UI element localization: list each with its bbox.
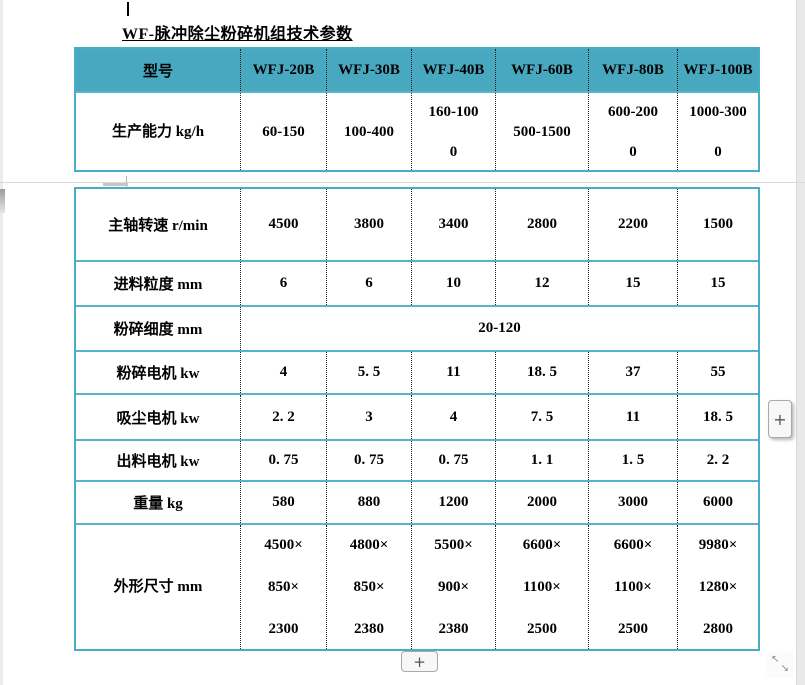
header-cell-wfj40b[interactable]: WFJ-40B bbox=[411, 49, 495, 91]
row-label-fineness[interactable]: 粉碎细度 mm bbox=[113, 322, 203, 338]
dust-motor-value[interactable]: 2. 2 bbox=[240, 395, 326, 439]
table-row-spindle-speed: 主轴转速 r/min 4500 3800 3400 2800 2200 1500 bbox=[76, 189, 758, 260]
row-label-dust-motor[interactable]: 吸尘电机 kw bbox=[116, 410, 200, 427]
row-label-feed-size[interactable]: 进料粒度 mm bbox=[113, 277, 203, 293]
row-label-crushing-motor[interactable]: 粉碎电机 kw bbox=[116, 366, 200, 382]
dimensions-value[interactable]: 4800× 850× 2380 bbox=[326, 525, 411, 649]
header-cell-wfj60b[interactable]: WFJ-60B bbox=[495, 49, 588, 91]
fineness-merged-value[interactable]: 20-120 bbox=[240, 307, 758, 350]
table-row-weight: 重量 kg 580 880 1200 2000 3000 6000 bbox=[76, 480, 758, 523]
weight-value[interactable]: 2000 bbox=[495, 482, 588, 523]
table-row-fineness: 粉碎细度 mm 20-120 bbox=[76, 305, 758, 350]
feed-size-value[interactable]: 15 bbox=[588, 262, 677, 305]
discharge-motor-value[interactable]: 1. 1 bbox=[495, 441, 588, 480]
capacity-value[interactable]: 100-400 bbox=[326, 93, 411, 170]
dust-motor-value[interactable]: 4 bbox=[411, 395, 495, 439]
discharge-motor-value[interactable]: 0. 75 bbox=[411, 441, 495, 480]
page-title: WF-脉冲除尘粉碎机组技术参数 bbox=[122, 26, 353, 43]
discharge-motor-value[interactable]: 1. 5 bbox=[588, 441, 677, 480]
table-row-feed-size: 进料粒度 mm 6 6 10 12 15 15 bbox=[76, 260, 758, 305]
capacity-value[interactable]: 1000-300 0 bbox=[677, 93, 758, 170]
crushing-motor-value[interactable]: 18. 5 bbox=[495, 352, 588, 393]
crushing-motor-value[interactable]: 4 bbox=[240, 352, 326, 393]
dimensions-value[interactable]: 5500× 900× 2380 bbox=[411, 525, 495, 649]
left-edge-shadow bbox=[0, 189, 5, 213]
row-label-weight[interactable]: 重量 kg bbox=[133, 496, 183, 512]
weight-value[interactable]: 1200 bbox=[411, 482, 495, 523]
dust-motor-value[interactable]: 3 bbox=[326, 395, 411, 439]
add-column-button[interactable]: + bbox=[768, 400, 792, 438]
dimensions-value[interactable]: 6600× 1100× 2500 bbox=[588, 525, 677, 649]
capacity-value[interactable]: 160-100 0 bbox=[411, 93, 495, 170]
feed-size-value[interactable]: 6 bbox=[326, 262, 411, 305]
dimensions-value[interactable]: 6600× 1100× 2500 bbox=[495, 525, 588, 649]
dimensions-value[interactable]: 4500× 850× 2300 bbox=[240, 525, 326, 649]
row-label-spindle-speed[interactable]: 主轴转速 r/min bbox=[108, 218, 208, 234]
header-cell-wfj80b[interactable]: WFJ-80B bbox=[588, 49, 677, 91]
weight-value[interactable]: 3000 bbox=[588, 482, 677, 523]
feed-size-value[interactable]: 12 bbox=[495, 262, 588, 305]
spindle-speed-value[interactable]: 3800 bbox=[326, 189, 411, 260]
spindle-speed-value[interactable]: 3400 bbox=[411, 189, 495, 260]
discharge-motor-value[interactable]: 2. 2 bbox=[677, 441, 758, 480]
spec-table-top: 型号 WFJ-20B WFJ-30B WFJ-40B WFJ-60B WFJ-8… bbox=[74, 47, 760, 172]
table-resize-handle[interactable]: ↖ ↘ bbox=[766, 651, 794, 678]
feed-size-value[interactable]: 6 bbox=[240, 262, 326, 305]
spindle-speed-value[interactable]: 2800 bbox=[495, 189, 588, 260]
weight-value[interactable]: 880 bbox=[326, 482, 411, 523]
crushing-motor-value[interactable]: 5. 5 bbox=[326, 352, 411, 393]
crushing-motor-value[interactable]: 55 bbox=[677, 352, 758, 393]
resize-arrow-nw-icon: ↖ bbox=[771, 654, 780, 665]
capacity-value[interactable]: 500-1500 bbox=[495, 93, 588, 170]
dust-motor-value[interactable]: 7. 5 bbox=[495, 395, 588, 439]
feed-size-value[interactable]: 15 bbox=[677, 262, 758, 305]
spec-table-bottom: 主轴转速 r/min 4500 3800 3400 2800 2200 1500… bbox=[74, 187, 760, 651]
page-break-handle bbox=[103, 183, 128, 186]
header-cell-model[interactable]: 型号 bbox=[142, 63, 173, 80]
table-header-row: 型号 WFJ-20B WFJ-30B WFJ-40B WFJ-60B WFJ-8… bbox=[76, 49, 758, 91]
left-edge-strip bbox=[0, 0, 3, 685]
text-cursor bbox=[127, 2, 129, 16]
table-row-crushing-motor: 粉碎电机 kw 4 5. 5 11 18. 5 37 55 bbox=[76, 350, 758, 393]
discharge-motor-value[interactable]: 0. 75 bbox=[240, 441, 326, 480]
discharge-motor-value[interactable]: 0. 75 bbox=[326, 441, 411, 480]
table-row-dust-motor: 吸尘电机 kw 2. 2 3 4 7. 5 11 18. 5 bbox=[76, 393, 758, 439]
spindle-speed-value[interactable]: 1500 bbox=[677, 189, 758, 260]
add-row-button[interactable]: + bbox=[401, 651, 438, 672]
crushing-motor-value[interactable]: 11 bbox=[411, 352, 495, 393]
table-row-discharge-motor: 出料电机 kw 0. 75 0. 75 0. 75 1. 1 1. 5 2. 2 bbox=[76, 439, 758, 480]
capacity-value[interactable]: 60-150 bbox=[240, 93, 326, 170]
row-label-dimensions[interactable]: 外形尺寸 mm bbox=[113, 579, 203, 595]
dust-motor-value[interactable]: 18. 5 bbox=[677, 395, 758, 439]
weight-value[interactable]: 6000 bbox=[677, 482, 758, 523]
table-row-capacity: 生产能力 kg/h 60-150 100-400 160-100 0 500-1… bbox=[76, 91, 758, 170]
crushing-motor-value[interactable]: 37 bbox=[588, 352, 677, 393]
table-row-dimensions: 外形尺寸 mm 4500× 850× 2300 4800× 850× 2380 … bbox=[76, 523, 758, 649]
dust-motor-value[interactable]: 11 bbox=[588, 395, 677, 439]
resize-arrow-se-icon: ↘ bbox=[780, 663, 789, 674]
header-cell-wfj30b[interactable]: WFJ-30B bbox=[326, 49, 411, 91]
dimensions-value[interactable]: 9980× 1280× 2800 bbox=[677, 525, 758, 649]
row-label-discharge-motor[interactable]: 出料电机 kw bbox=[116, 454, 200, 470]
capacity-value[interactable]: 600-200 0 bbox=[588, 93, 677, 170]
header-cell-wfj20b[interactable]: WFJ-20B bbox=[240, 49, 326, 91]
spindle-speed-value[interactable]: 2200 bbox=[588, 189, 677, 260]
feed-size-value[interactable]: 10 bbox=[411, 262, 495, 305]
weight-value[interactable]: 580 bbox=[240, 482, 326, 523]
right-scrollbar-track[interactable] bbox=[796, 0, 805, 685]
page-break-tick bbox=[126, 176, 127, 189]
page-break-line bbox=[0, 182, 805, 183]
spindle-speed-value[interactable]: 4500 bbox=[240, 189, 326, 260]
header-cell-wfj100b[interactable]: WFJ-100B bbox=[677, 49, 758, 91]
row-label-capacity[interactable]: 生产能力 kg/h bbox=[111, 123, 205, 140]
